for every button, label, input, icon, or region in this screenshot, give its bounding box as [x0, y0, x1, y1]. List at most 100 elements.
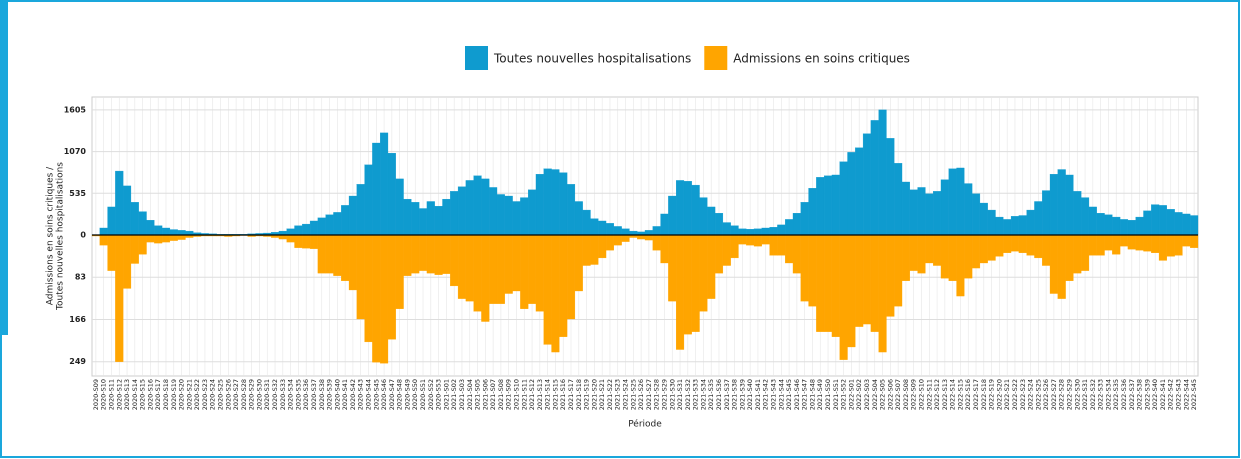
bar: [535, 174, 544, 236]
x-tick-label: 2021-S44: [777, 379, 785, 410]
bar: [839, 234, 848, 360]
bar: [995, 234, 1004, 257]
x-tick-label: 2020-S13: [123, 379, 131, 410]
bar: [528, 189, 537, 236]
bar: [605, 234, 614, 251]
bar: [590, 218, 599, 236]
x-tick-label: 2022-S06: [886, 379, 894, 410]
bar: [481, 178, 490, 236]
bar: [1112, 216, 1121, 236]
bar: [909, 189, 918, 236]
bar: [886, 138, 895, 236]
x-tick-label: 2022-S17: [972, 379, 980, 410]
bar: [372, 142, 381, 236]
bar: [1042, 190, 1051, 236]
x-tick-label: 2021-S18: [575, 379, 583, 410]
bar: [1190, 234, 1199, 248]
x-tick-label: 2020-S47: [388, 379, 396, 410]
x-tick-label: 2021-S34: [699, 379, 707, 410]
x-tick-label: 2021-S42: [762, 379, 770, 410]
x-tick-label: 2022-S33: [1097, 379, 1105, 410]
bar: [169, 234, 178, 241]
x-tick-label: 2022-S30: [1073, 379, 1081, 410]
x-tick-label: 2021-S01: [442, 379, 450, 410]
bar: [333, 234, 342, 276]
bar: [707, 206, 716, 236]
bar: [504, 195, 513, 236]
bar: [1081, 197, 1090, 236]
x-tick-label: 2022-S09: [910, 379, 918, 410]
bar: [115, 170, 124, 236]
bar: [1143, 210, 1152, 236]
bar: [380, 132, 389, 236]
bar: [1143, 234, 1152, 252]
x-tick-label: 2022-S24: [1027, 379, 1035, 410]
x-tick-label: 2020-S09: [92, 379, 100, 410]
bar: [598, 234, 607, 259]
bar: [426, 201, 435, 236]
bar: [169, 229, 178, 236]
bar: [761, 234, 770, 245]
bar: [925, 234, 934, 264]
bar: [286, 228, 295, 236]
x-tick-label: 2021-S19: [583, 379, 591, 410]
bar: [1096, 213, 1105, 236]
bar: [403, 234, 412, 276]
x-tick-label: 2021-S11: [520, 379, 528, 410]
bar: [177, 234, 186, 240]
x-tick-label: 2020-S45: [372, 379, 380, 410]
bar: [668, 234, 677, 302]
bar: [473, 234, 482, 312]
bar: [940, 234, 949, 279]
bar: [590, 234, 599, 265]
bar: [457, 234, 467, 299]
y2-tick-label: 249: [69, 357, 86, 366]
x-tick-label: 2022-S44: [1182, 379, 1190, 410]
bar: [644, 230, 653, 236]
bar: [964, 234, 973, 279]
x-tick-label: 2021-S02: [450, 379, 458, 410]
x-tick-label: 2021-S36: [715, 379, 723, 410]
bar: [387, 152, 396, 236]
bar: [1026, 234, 1035, 256]
bar: [785, 234, 794, 264]
bar: [395, 178, 404, 236]
x-tick-label: 2021-S50: [824, 379, 832, 410]
y2-tick-label: 166: [69, 315, 86, 324]
bar: [730, 234, 739, 259]
bar: [325, 234, 334, 274]
x-tick-label: 2022-S19: [988, 379, 996, 410]
bar: [512, 234, 521, 292]
x-tick-label: 2021-S10: [512, 379, 520, 410]
x-tick-label: 2020-S38: [318, 379, 326, 410]
x-tick-label: 2022-S34: [1104, 379, 1112, 410]
bar: [676, 234, 685, 350]
bar: [364, 164, 373, 236]
bar: [356, 184, 365, 236]
bar: [551, 169, 560, 236]
x-tick-label: 2022-S23: [1019, 379, 1027, 410]
x-tick-label: 2022-S40: [1151, 379, 1159, 410]
bar: [325, 214, 334, 236]
bar: [302, 223, 311, 236]
x-tick-label: 2020-S37: [310, 379, 318, 410]
bar: [652, 234, 661, 251]
bar: [1135, 216, 1144, 236]
bar: [964, 183, 973, 236]
bar: [1182, 234, 1191, 247]
x-tick-label: 2022-S11: [925, 379, 933, 410]
x-tick-label: 2022-S08: [902, 379, 910, 410]
bar: [317, 217, 326, 236]
x-tick-label: 2021-S28: [653, 379, 661, 410]
bar: [1081, 234, 1090, 271]
bar: [1073, 234, 1082, 274]
x-tick-label: 2020-S39: [326, 379, 334, 410]
bar: [504, 234, 513, 294]
bar: [777, 224, 786, 236]
bar: [341, 205, 350, 236]
bar: [1010, 216, 1020, 236]
bar: [909, 234, 918, 271]
bar: [348, 195, 357, 236]
x-tick-label: 2022-S04: [871, 379, 879, 410]
